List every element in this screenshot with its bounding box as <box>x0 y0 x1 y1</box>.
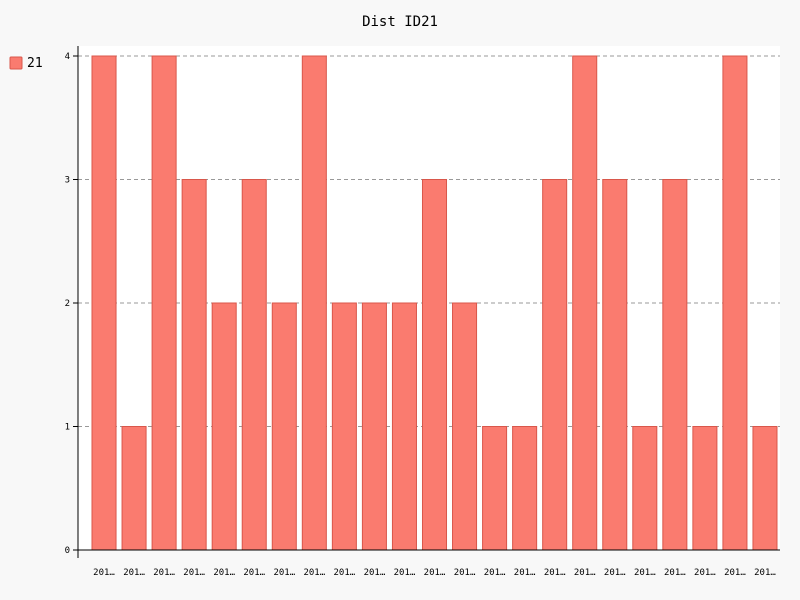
x-tick-label: 201… <box>604 568 626 578</box>
x-tick-label: 201… <box>574 568 596 578</box>
bar[interactable] <box>632 426 658 551</box>
x-tick-label: 201… <box>484 568 506 578</box>
y-tick-label: 0 <box>65 546 70 556</box>
x-tick-label: 201… <box>303 568 325 578</box>
x-tick-label: 201… <box>364 568 386 578</box>
bar[interactable] <box>181 179 207 551</box>
x-tick-label: 201… <box>424 568 446 578</box>
bar[interactable] <box>421 179 448 551</box>
legend[interactable]: 21 <box>9 56 43 71</box>
bar[interactable] <box>271 302 297 551</box>
x-tick-label: 201… <box>243 568 265 578</box>
bar[interactable] <box>692 426 718 551</box>
y-tick-label: 3 <box>65 176 70 186</box>
bar[interactable] <box>452 302 478 551</box>
bar[interactable] <box>121 426 147 551</box>
x-tick-label: 201… <box>123 568 145 578</box>
axes <box>77 46 780 558</box>
y-tick-label: 1 <box>65 423 70 433</box>
chart-title: Dist ID21 <box>362 14 438 30</box>
bar[interactable] <box>361 302 387 551</box>
legend-label: 21 <box>27 56 43 71</box>
x-tick-label: 201… <box>514 568 536 578</box>
bar[interactable] <box>211 302 237 551</box>
bar[interactable] <box>391 302 417 551</box>
bar[interactable] <box>91 55 117 551</box>
bar[interactable] <box>241 179 267 551</box>
x-tick-label: 201… <box>454 568 476 578</box>
x-tick-label: 201… <box>183 568 205 578</box>
y-tick-label: 2 <box>65 299 70 309</box>
bar[interactable] <box>542 179 568 551</box>
x-tick-label: 201… <box>724 568 746 578</box>
x-tick-label: 201… <box>634 568 656 578</box>
x-tick-label: 201… <box>334 568 356 578</box>
x-tick-label: 201… <box>273 568 295 578</box>
x-tick-labels: 201… 201… 201… 201… 201… 201… 201… 201… 201… 201…… <box>93 568 776 578</box>
bar[interactable] <box>752 426 778 551</box>
bar[interactable] <box>331 302 357 551</box>
x-tick-label: 201… <box>754 568 776 578</box>
y-tick-label: 4 <box>65 52 70 62</box>
y-tick-labels: 0 1 2 3 4 <box>65 52 78 556</box>
bar[interactable] <box>722 55 748 551</box>
x-tick-label: 201… <box>153 568 175 578</box>
legend-swatch <box>9 56 23 70</box>
x-tick-label: 201… <box>664 568 686 578</box>
x-tick-label: 201… <box>394 568 416 578</box>
bar[interactable] <box>662 179 688 551</box>
x-tick-label: 201… <box>213 568 235 578</box>
bar[interactable] <box>301 55 327 551</box>
x-tick-label: 201… <box>544 568 566 578</box>
bar[interactable] <box>602 179 628 551</box>
bar[interactable] <box>151 55 177 551</box>
x-tick-label: 201… <box>694 568 716 578</box>
bar[interactable] <box>512 426 538 551</box>
bar[interactable] <box>482 426 508 551</box>
bar[interactable] <box>572 55 598 551</box>
x-tick-label: 201… <box>93 568 115 578</box>
